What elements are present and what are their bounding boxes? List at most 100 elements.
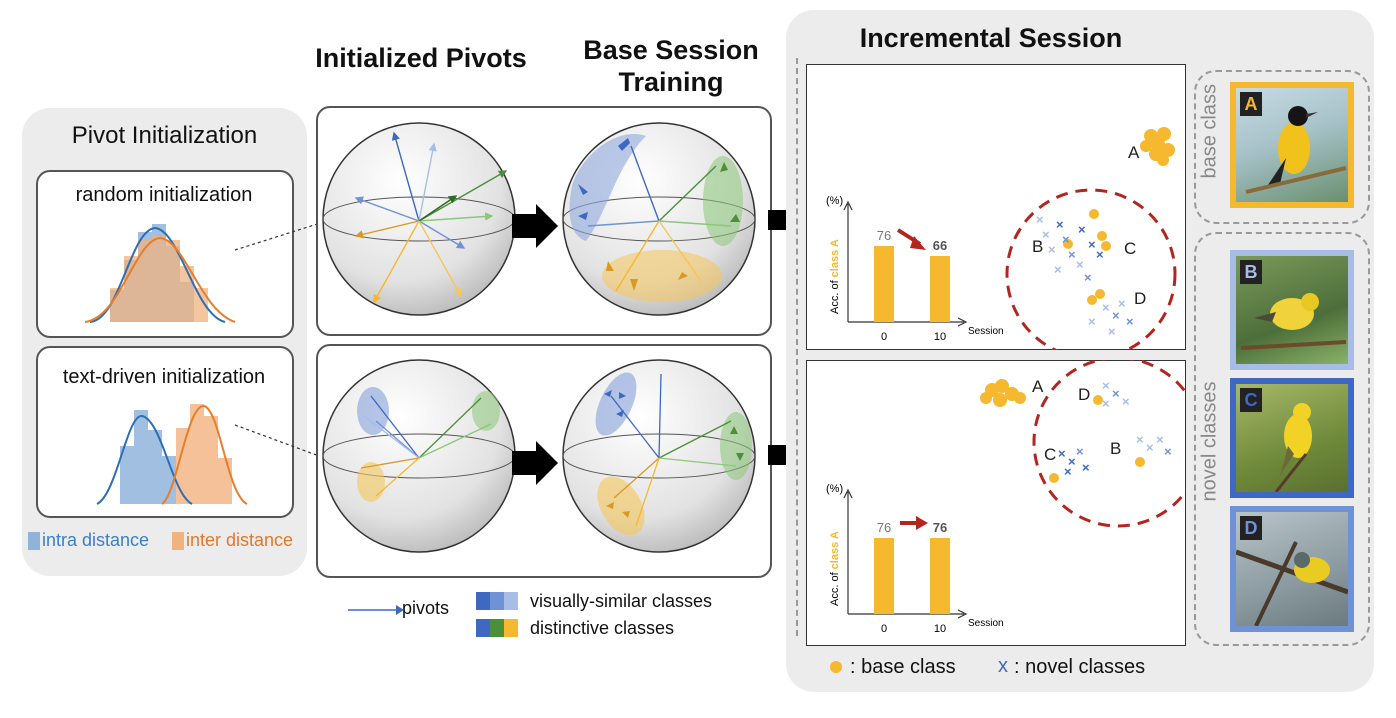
sphere-text-initialized: [322, 359, 516, 553]
svg-text:×: ×: [1102, 396, 1110, 411]
novel-classes-box: [1194, 232, 1370, 646]
swatch-blue-mid: [490, 592, 504, 610]
svg-text:×: ×: [1048, 242, 1056, 257]
bottom-bar-10: [930, 538, 950, 614]
svg-text:B: B: [1110, 439, 1121, 458]
random-init-histogram: [84, 224, 236, 323]
inter-distance-swatch: [172, 532, 184, 550]
svg-text:×: ×: [1102, 378, 1110, 393]
top-xlabel: Session: [968, 326, 1004, 337]
svg-text:×: ×: [1076, 257, 1084, 272]
svg-text:×: ×: [1118, 296, 1126, 311]
top-cluster-letters: A B C D: [1032, 143, 1146, 308]
svg-text:×: ×: [1062, 232, 1070, 247]
svg-text:×: ×: [1112, 386, 1120, 401]
base-class-dot: [830, 661, 842, 673]
svg-text:×: ×: [1112, 308, 1120, 323]
legend-pivots-label: pivots: [402, 598, 450, 618]
incremental-session-title: Incremental Session: [859, 23, 1123, 53]
swatch-distinct-green: [490, 619, 504, 637]
top-bar-0: [874, 246, 894, 322]
svg-text:×: ×: [1156, 432, 1164, 447]
svg-text:×: ×: [1088, 237, 1096, 252]
legend-visually-similar-label: visually-similar classes: [530, 591, 713, 611]
svg-text:×: ×: [1054, 262, 1062, 277]
svg-text:×: ×: [1056, 217, 1064, 232]
text-hist-blue-bars: [120, 410, 176, 504]
sphere-random-trained: [562, 122, 756, 316]
photo-letter-b: B: [1240, 260, 1262, 284]
legend-x-symbol: x: [998, 655, 1008, 677]
swatch-blue-dark: [476, 592, 490, 610]
photo-letter-a: A: [1240, 92, 1262, 116]
svg-text:C: C: [1044, 445, 1056, 464]
bottom-tick-label-10: 10: [934, 623, 946, 635]
svg-text:×: ×: [1146, 440, 1154, 455]
svg-text:×: ×: [1164, 444, 1172, 459]
bird-c-icon: [1274, 403, 1312, 492]
svg-text:C: C: [1124, 239, 1136, 258]
bottom-ylabel-prefix: Acc. of: [829, 569, 841, 606]
svg-text:×: ×: [1068, 247, 1076, 262]
photo-bird-a: A: [1230, 82, 1354, 208]
swatch-distinct-orange: [504, 619, 518, 637]
inter-distance-label: inter distance: [186, 530, 294, 550]
bottom-tick-label-0: 0: [881, 623, 887, 635]
svg-text:×: ×: [1082, 460, 1090, 475]
top-value-label-10: 66: [933, 238, 947, 253]
top-yunit: (%): [826, 195, 843, 207]
photo-bird-c: C: [1230, 378, 1354, 498]
pivot-arrow-icon: [348, 605, 404, 615]
svg-text:×: ×: [1088, 314, 1096, 329]
bottom-yunit: (%): [826, 483, 843, 495]
bottom-ylabel-class: class A: [829, 531, 841, 569]
svg-text:×: ×: [1068, 454, 1076, 469]
pivot-initialization-title: Pivot Initialization: [71, 122, 258, 149]
intra-distance-label: intra distance: [42, 530, 150, 550]
sphere-random-initialized: [322, 122, 516, 316]
legend-distinctive-label: distinctive classes: [530, 618, 675, 638]
top-novel-crosses: × ×× ×× × ××× ××× ××× × ××: [1036, 212, 1134, 339]
svg-text:D: D: [1078, 385, 1090, 404]
photo-letter-d: D: [1240, 516, 1262, 540]
base-class-box: [1194, 70, 1370, 224]
bottom-value-label-0: 76: [877, 520, 891, 535]
svg-text:B: B: [1032, 237, 1043, 256]
bottom-bar-0: [874, 538, 894, 614]
base-session-title-line2: Training: [618, 67, 724, 97]
base-session-title-line1: Base Session: [583, 35, 759, 65]
top-ylabel-prefix: Acc. of: [829, 277, 841, 314]
svg-text:×: ×: [1036, 212, 1044, 227]
svg-text:×: ×: [1058, 446, 1066, 461]
svg-text:×: ×: [1076, 444, 1084, 459]
bottom-ylabel: Acc. of class A: [829, 531, 841, 606]
connector-lines: [234, 219, 331, 461]
svg-text:D: D: [1134, 289, 1146, 308]
swatch-distinct-blue: [476, 619, 490, 637]
intra-distance-swatch: [28, 532, 40, 550]
photo-letter-c: C: [1240, 388, 1262, 412]
sphere-text-trained: [562, 359, 756, 553]
svg-text:×: ×: [1126, 314, 1134, 329]
random-init-label: random initialization: [75, 184, 253, 206]
initialized-pivots-title: Initialized Pivots: [315, 43, 527, 73]
incremental-divider: [796, 58, 798, 636]
bird-a-icon: [1245, 106, 1347, 194]
top-ylabel-class: class A: [829, 239, 841, 277]
legend-novel-classes: : novel classes: [1014, 656, 1146, 678]
svg-text:×: ×: [1084, 270, 1092, 285]
top-ylabel: Acc. of class A: [829, 239, 841, 314]
photo-bird-b: B: [1230, 250, 1354, 370]
base-class-label: base class: [1199, 84, 1222, 179]
text-init-histogram: [96, 404, 248, 505]
incremental-plot-bottom: [806, 360, 1186, 646]
svg-text:×: ×: [1122, 394, 1130, 409]
text-init-label: text-driven initialization: [62, 366, 266, 388]
novel-classes-label: novel classes: [1198, 381, 1221, 502]
svg-text:×: ×: [1078, 222, 1086, 237]
photo-bird-d: D: [1230, 506, 1354, 632]
swatch-blue-light: [504, 592, 518, 610]
svg-text:A: A: [1032, 377, 1044, 396]
text-hist-orange-bars: [176, 404, 232, 504]
